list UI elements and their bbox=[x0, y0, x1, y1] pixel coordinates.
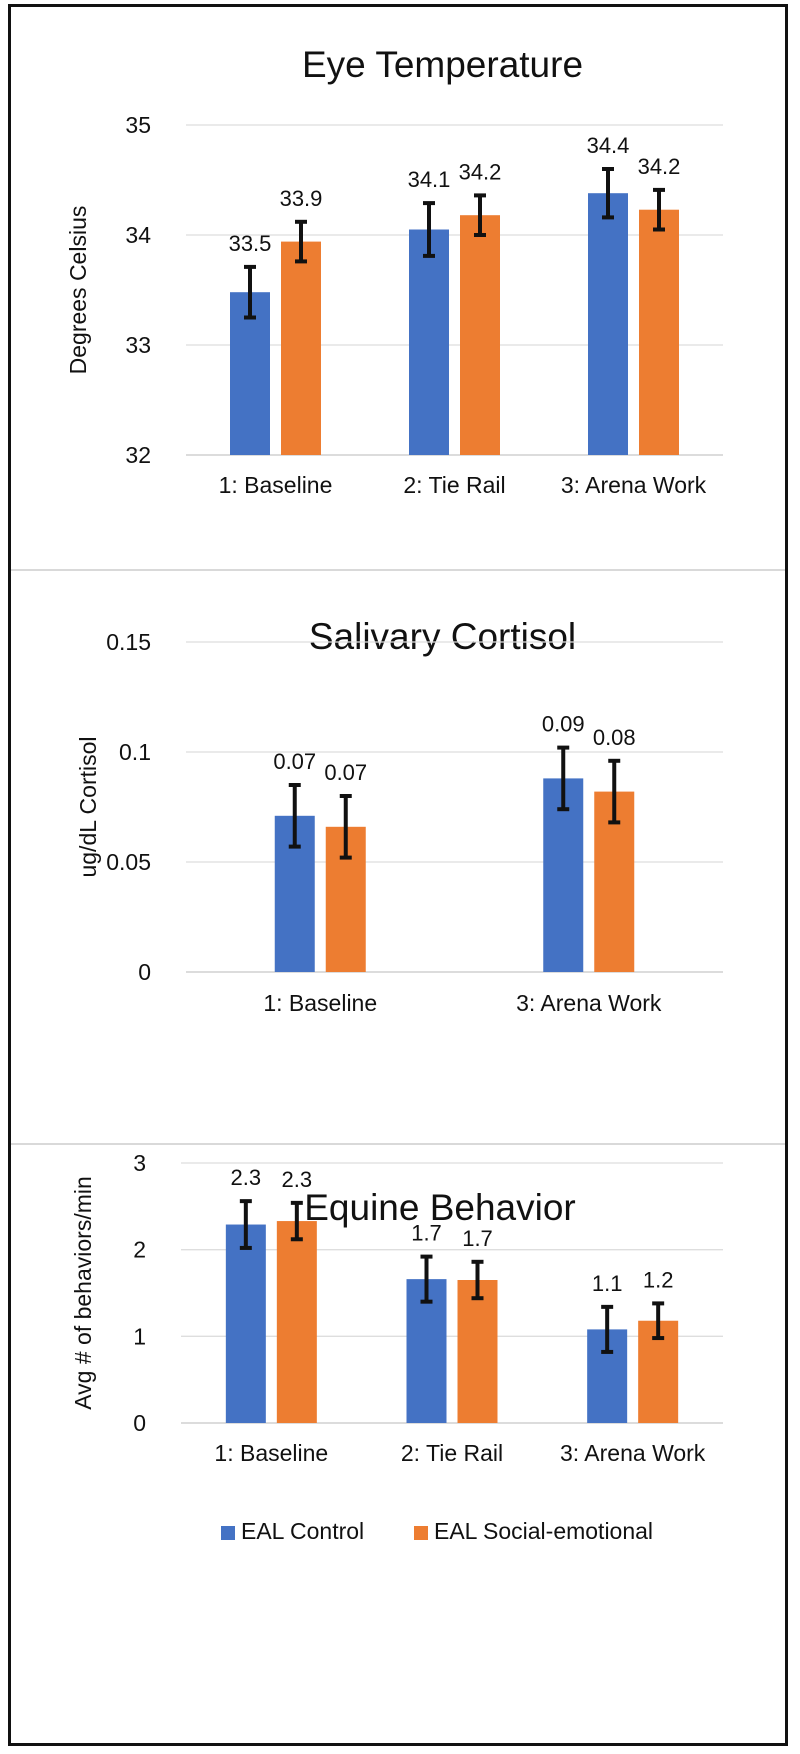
data-label: 0.09 bbox=[542, 712, 585, 737]
y-tick-label: 35 bbox=[125, 112, 151, 138]
y-axis-label: Avg # of behaviors/min bbox=[70, 1176, 96, 1410]
bar bbox=[225, 1224, 266, 1423]
figure-frame: Eye Temperature 32 33 34 35 Degrees Celsius 1:… bbox=[8, 4, 788, 1746]
chart-title: Eye Temperature bbox=[302, 44, 583, 85]
y-axis-label: ug/dL Cortisol bbox=[75, 736, 101, 877]
x-tick-label: 1: Baseline bbox=[219, 472, 333, 498]
x-tick-label: 2: Tie Rail bbox=[401, 1440, 503, 1466]
y-tick-label: 0.15 bbox=[106, 629, 151, 655]
legend-swatch bbox=[414, 1526, 428, 1540]
y-tick-label: 1 bbox=[133, 1323, 146, 1349]
chart-panel-1: Eye Temperature 32 33 34 35 Degrees Celsius 1:… bbox=[65, 44, 723, 498]
data-label: 0.08 bbox=[593, 725, 636, 750]
bar bbox=[409, 229, 449, 455]
y-tick-label: 3 bbox=[133, 1150, 146, 1176]
bar bbox=[588, 193, 628, 455]
chart-panel-3: Equine Behavior 0 1 2 3 Avg # of behaviors/mi… bbox=[70, 1150, 723, 1466]
x-tick-label: 3: Arena Work bbox=[561, 472, 707, 498]
panel-separator bbox=[11, 1143, 785, 1145]
bar bbox=[276, 1221, 317, 1423]
bar bbox=[460, 215, 500, 455]
data-label: 33.9 bbox=[280, 186, 323, 211]
legend-label: EAL Social-emotional bbox=[434, 1518, 653, 1544]
data-label: 34.4 bbox=[587, 133, 630, 158]
y-tick-label: 34 bbox=[125, 222, 151, 248]
bar bbox=[457, 1280, 498, 1423]
data-label: 34.2 bbox=[638, 154, 681, 179]
data-label: 34.1 bbox=[408, 167, 451, 192]
x-tick-label: 1: Baseline bbox=[214, 1440, 328, 1466]
chart-title: Salivary Cortisol bbox=[309, 616, 576, 657]
data-label: 0.07 bbox=[273, 749, 316, 774]
x-tick-label: 3: Arena Work bbox=[560, 1440, 706, 1466]
data-label: 34.2 bbox=[459, 159, 502, 184]
y-tick-label: 2 bbox=[133, 1237, 146, 1263]
legend: EAL Control EAL Social-emotional bbox=[221, 1518, 653, 1544]
data-label: 1.1 bbox=[592, 1271, 623, 1296]
x-tick-label: 1: Baseline bbox=[263, 990, 377, 1016]
data-label: 1.2 bbox=[643, 1267, 674, 1292]
data-label: 0.07 bbox=[324, 760, 367, 785]
bar bbox=[639, 209, 679, 455]
chart-title: Equine Behavior bbox=[304, 1187, 576, 1228]
y-tick-label: 0 bbox=[138, 959, 151, 985]
x-tick-label: 2: Tie Rail bbox=[403, 472, 505, 498]
panel-separator bbox=[11, 569, 785, 571]
bar bbox=[281, 241, 321, 455]
legend-label: EAL Control bbox=[241, 1518, 364, 1544]
data-label: 2.3 bbox=[231, 1165, 262, 1190]
data-label: 1.7 bbox=[411, 1221, 442, 1246]
data-label: 2.3 bbox=[282, 1167, 313, 1192]
data-label: 33.5 bbox=[229, 231, 272, 256]
legend-swatch bbox=[221, 1526, 235, 1540]
y-tick-label: 0.05 bbox=[106, 849, 151, 875]
y-axis-label: Degrees Celsius bbox=[65, 206, 91, 375]
y-tick-label: 32 bbox=[125, 442, 151, 468]
y-tick-label: 33 bbox=[125, 332, 151, 358]
chart-panel-2: Salivary Cortisol 0 0.05 0.1 0.15 ug/dL Corti… bbox=[75, 616, 723, 1016]
x-tick-label: 3: Arena Work bbox=[516, 990, 662, 1016]
y-tick-label: 0.1 bbox=[119, 739, 151, 765]
y-tick-label: 0 bbox=[133, 1410, 146, 1436]
data-label: 1.7 bbox=[462, 1226, 493, 1251]
